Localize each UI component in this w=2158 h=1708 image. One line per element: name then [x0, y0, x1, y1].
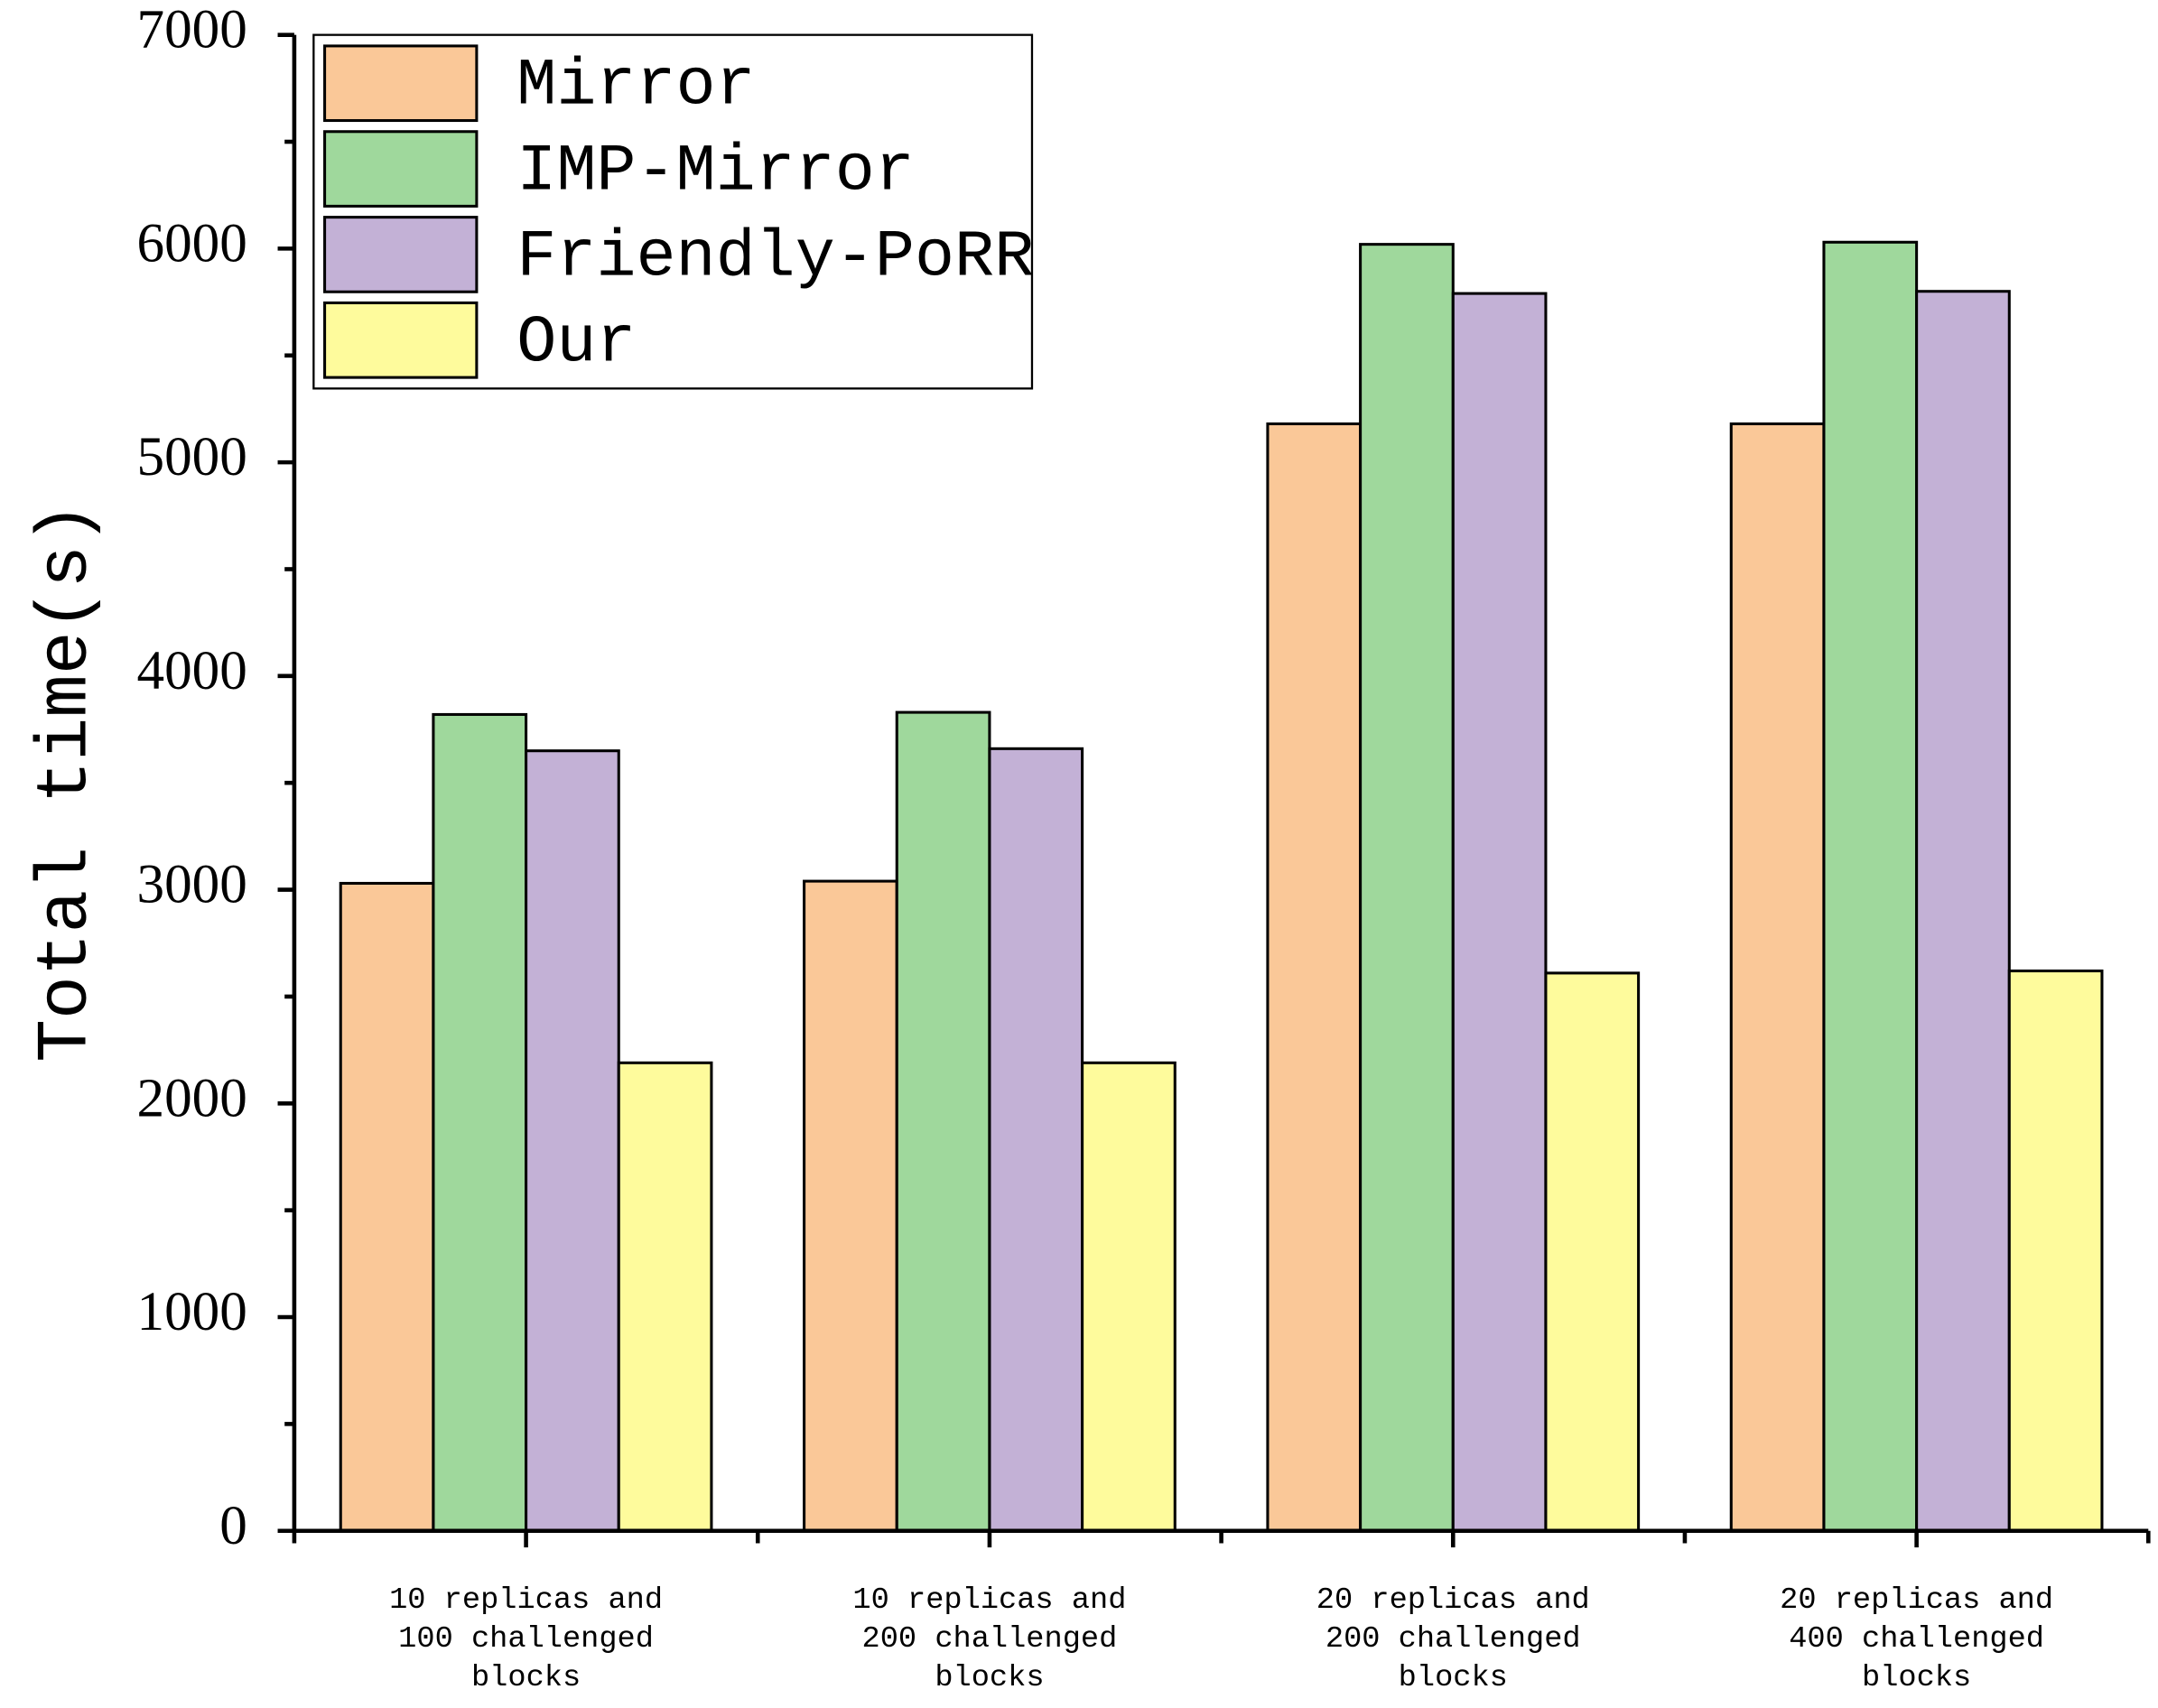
y-axis-title: Total time(s) — [25, 502, 107, 1063]
y-tick-label: 4000 — [137, 640, 247, 701]
bar — [1729, 422, 1826, 1533]
bar — [2007, 969, 2104, 1533]
bar — [988, 747, 1084, 1533]
bar — [525, 749, 620, 1533]
legend-swatch — [323, 130, 479, 208]
bar — [1915, 290, 2011, 1533]
x-tick-label: 10 replicas and 100 challenged blocks — [389, 1583, 663, 1695]
bar — [1544, 971, 1641, 1533]
x-tick-label: 10 replicas and 200 challenged blocks — [852, 1583, 1126, 1695]
bar — [1081, 1061, 1177, 1533]
y-tick-label: 5000 — [137, 426, 247, 487]
y-tick-label: 2000 — [137, 1067, 247, 1128]
bar — [339, 881, 435, 1533]
y-tick-label: 6000 — [137, 212, 247, 274]
y-tick-label: 3000 — [137, 854, 247, 915]
legend-label: Friendly-PoRR — [516, 220, 1034, 295]
bar — [1266, 422, 1363, 1533]
bar — [1359, 243, 1455, 1533]
legend-swatch — [323, 44, 479, 123]
legend: Mirror IMP-Mirror Friendly-PoRR Our — [312, 33, 1034, 390]
bar — [803, 879, 898, 1533]
x-tick-label: 20 replicas and 400 challenged blocks — [1780, 1583, 2053, 1695]
bar — [617, 1061, 713, 1533]
legend-label: IMP-Mirror — [516, 135, 915, 210]
bar — [432, 712, 528, 1533]
legend-label: Mirror — [516, 50, 755, 125]
bar — [1451, 292, 1548, 1533]
bar — [1822, 240, 1919, 1533]
y-tick-label: 0 — [219, 1495, 247, 1556]
y-tick-label: 7000 — [137, 0, 247, 60]
legend-label: Our — [516, 306, 636, 381]
legend-swatch — [323, 301, 479, 379]
x-tick-label: 20 replicas and 200 challenged blocks — [1316, 1583, 1590, 1695]
legend-swatch — [323, 216, 479, 293]
y-tick-label: 1000 — [137, 1281, 247, 1342]
bar — [895, 710, 991, 1533]
